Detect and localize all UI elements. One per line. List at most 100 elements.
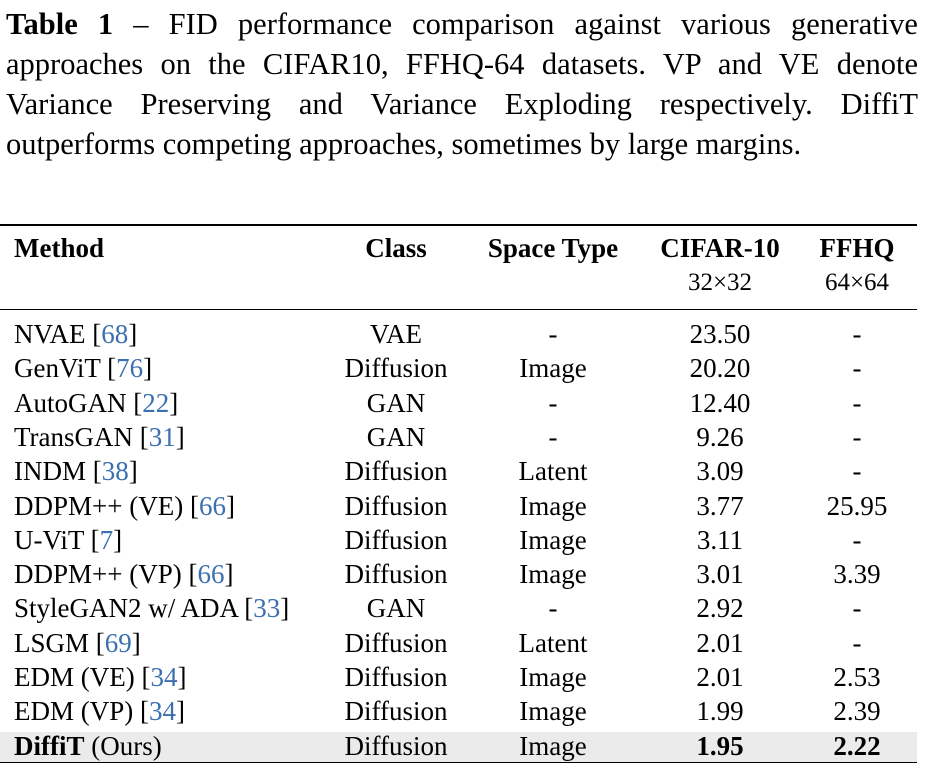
- citation-link[interactable]: 66: [198, 490, 226, 521]
- citation-link[interactable]: 34: [150, 662, 178, 692]
- row-8-class: GAN: [366, 593, 426, 624]
- ours-ffhq: 2.22: [833, 731, 881, 761]
- header-ffhq-resolution: 64×64: [824, 269, 890, 296]
- row-10-space: Image: [519, 662, 587, 692]
- caption-label: Table 1: [6, 7, 114, 41]
- row-0-method: NVAE [68]: [14, 319, 138, 349]
- row-4-class: Diffusion: [344, 456, 448, 487]
- citation-link[interactable]: 69: [104, 627, 132, 658]
- method-name: EDM (VE): [14, 662, 135, 692]
- row-6-method: U-ViT [7]: [14, 524, 123, 555]
- row-9-cifar: 2.01: [696, 627, 744, 658]
- row-8-space: -: [548, 593, 558, 624]
- row-1-method: GenViT [76]: [14, 353, 153, 384]
- row-7-space: Image: [519, 559, 587, 590]
- row-9-ffhq: -: [852, 627, 862, 658]
- method-name: GenViT: [14, 353, 101, 384]
- row-0-cifar: 23.50: [689, 319, 751, 349]
- method-name: TransGAN: [14, 421, 134, 452]
- citation-link[interactable]: 38: [101, 456, 129, 487]
- method-name: NVAE: [14, 319, 86, 349]
- method-name: DDPM++ (VP): [14, 559, 182, 590]
- row-7-cifar: 3.01: [696, 559, 744, 590]
- citation-link[interactable]: 66: [197, 559, 225, 590]
- row-6-ffhq: -: [852, 524, 862, 555]
- row-1-class: Diffusion: [344, 353, 448, 384]
- citation-link[interactable]: 34: [149, 696, 176, 727]
- header-ffhq: FFHQ: [819, 233, 895, 263]
- row-1-cifar: 20.20: [689, 353, 751, 384]
- row-6-space: Image: [519, 524, 587, 555]
- ours-method: DiffiT (Ours): [14, 730, 162, 762]
- method-name: U-ViT: [14, 524, 84, 555]
- row-8-cifar: 2.92: [696, 593, 744, 624]
- row-11-method: EDM (VP) [34]: [14, 696, 185, 727]
- citation-link[interactable]: 68: [101, 319, 129, 349]
- row-3-cifar: 9.26: [696, 421, 744, 452]
- row-5-ffhq: 25.95: [826, 490, 888, 521]
- table-caption: Table 1 – FID performance comparison aga…: [6, 4, 918, 164]
- top-rule: [0, 224, 917, 226]
- row-0-class: VAE: [369, 319, 423, 349]
- method-name: StyleGAN2 w/ ADA: [14, 593, 238, 624]
- citation-link[interactable]: 22: [142, 387, 170, 418]
- method-name: EDM (VP): [14, 696, 134, 727]
- row-2-method: AutoGAN [22]: [14, 387, 179, 418]
- citation-link[interactable]: 33: [253, 593, 281, 624]
- row-6-cifar: 3.11: [696, 524, 744, 555]
- row-9-method: LSGM [69]: [14, 627, 141, 658]
- row-7-method: DDPM++ (VP) [66]: [14, 559, 234, 590]
- ours-suffix: (Ours): [91, 731, 162, 761]
- row-7-class: Diffusion: [344, 559, 448, 590]
- row-6-class: Diffusion: [344, 524, 448, 555]
- row-3-method: TransGAN [31]: [14, 421, 185, 452]
- row-5-class: Diffusion: [344, 490, 448, 521]
- row-3-space: -: [548, 421, 558, 452]
- row-10-cifar: 2.01: [696, 662, 744, 692]
- row-10-method: EDM (VE) [34]: [14, 662, 187, 692]
- header-rule: [0, 309, 917, 310]
- row-11-ffhq: 2.39: [833, 696, 881, 727]
- row-4-cifar: 3.09: [696, 456, 744, 487]
- row-2-space: -: [548, 387, 558, 418]
- row-1-space: Image: [519, 353, 587, 384]
- row-2-class: GAN: [366, 387, 426, 418]
- row-2-ffhq: -: [852, 387, 862, 418]
- row-5-method: DDPM++ (VE) [66]: [14, 490, 235, 521]
- method-name: AutoGAN: [14, 387, 127, 418]
- header-class: Class: [365, 233, 427, 263]
- header-space-type: Space Type: [487, 233, 619, 263]
- citation-link[interactable]: 76: [116, 353, 144, 384]
- ours-class: Diffusion: [344, 731, 448, 761]
- ours-cifar: 1.95: [696, 731, 744, 761]
- row-4-ffhq: -: [852, 456, 862, 487]
- row-2-cifar: 12.40: [689, 387, 751, 418]
- row-8-method: StyleGAN2 w/ ADA [33]: [14, 593, 290, 624]
- row-5-space: Image: [519, 490, 587, 521]
- ours-method-name: DiffiT: [14, 731, 85, 761]
- citation-link[interactable]: 7: [99, 524, 114, 555]
- row-0-ffhq: -: [852, 319, 862, 349]
- row-10-ffhq: 2.53: [833, 662, 881, 692]
- bottom-rule: [0, 762, 917, 763]
- caption-text: – FID performance comparison against var…: [6, 7, 918, 161]
- header-cifar-resolution: 32×32: [687, 269, 753, 296]
- row-11-class: Diffusion: [344, 696, 448, 727]
- header-cifar: CIFAR-10: [660, 233, 780, 263]
- row-3-class: GAN: [366, 421, 426, 452]
- row-8-ffhq: -: [852, 593, 862, 624]
- row-3-ffhq: -: [852, 421, 862, 452]
- row-1-ffhq: -: [852, 353, 862, 384]
- row-0-space: -: [548, 319, 558, 349]
- row-4-space: Latent: [518, 456, 588, 487]
- row-4-method: INDM [38]: [14, 456, 138, 487]
- ours-space: Image: [519, 731, 587, 761]
- method-name: INDM: [14, 456, 86, 487]
- row-11-space: Image: [519, 696, 587, 727]
- citation-link[interactable]: 31: [148, 421, 176, 452]
- row-11-cifar: 1.99: [696, 696, 744, 727]
- row-5-cifar: 3.77: [696, 490, 744, 521]
- row-9-class: Diffusion: [344, 627, 448, 658]
- row-10-class: Diffusion: [344, 662, 448, 692]
- method-name: DDPM++ (VE): [14, 490, 184, 521]
